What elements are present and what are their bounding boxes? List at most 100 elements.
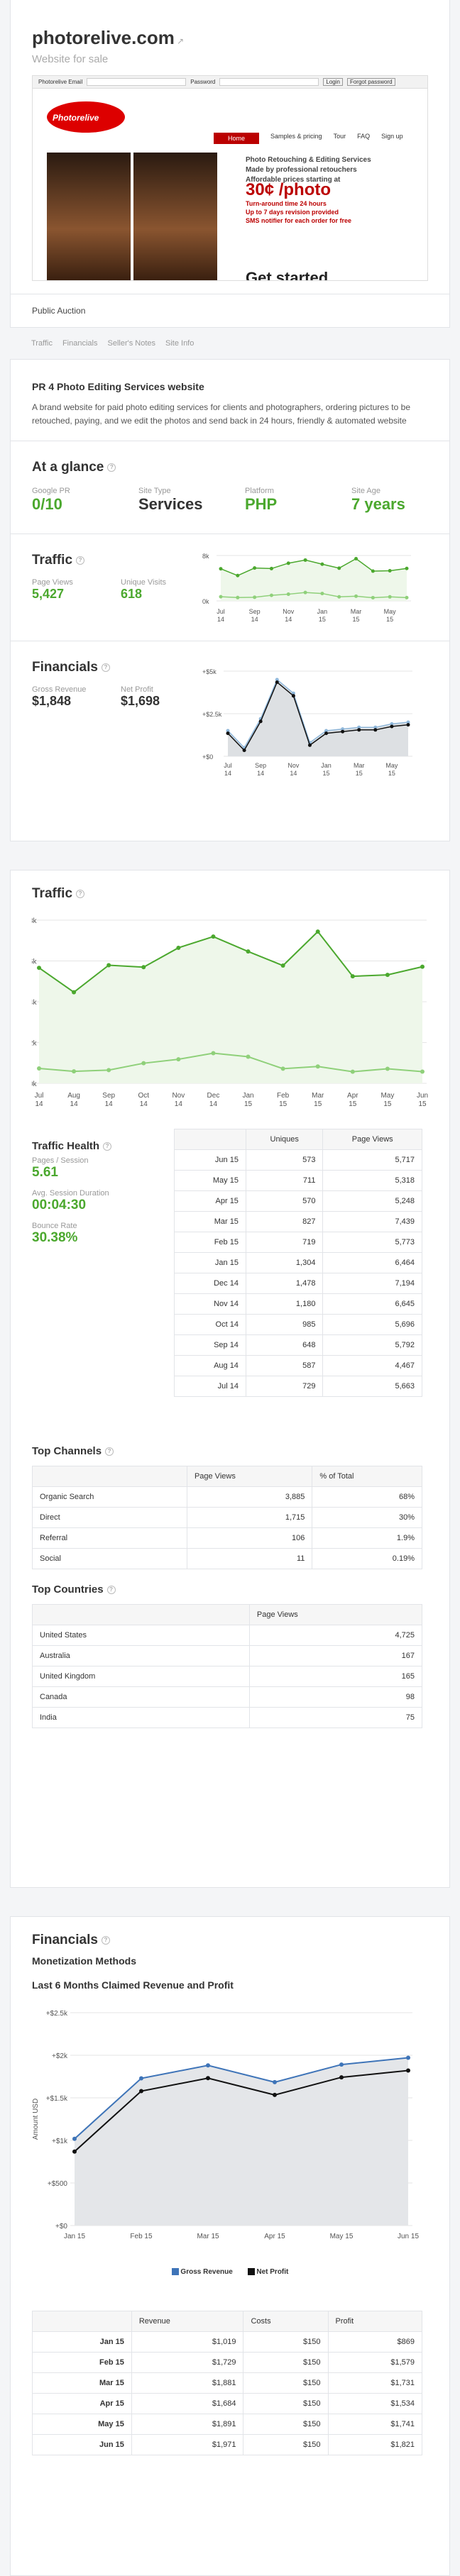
y-tick-label: +$5k [202,668,217,675]
table-header-row: Uniques Page Views [174,1129,422,1150]
table-cell: Mar 15 [174,1211,246,1232]
table-cell: $869 [327,2331,423,2353]
data-point [315,1064,320,1069]
tab-sellers-notes[interactable]: Seller's Notes [107,339,155,348]
table-cell: 5,792 [322,1334,422,1356]
table-row: Jan 15 1,304 6,464 [174,1252,422,1273]
data-point [388,595,392,599]
y-tick-label: +$500 [48,2180,68,2188]
data-point [242,748,246,753]
table-header-row: Revenue Costs Profit [32,2311,423,2332]
help-icon[interactable]: ? [101,1935,110,1945]
x-tick-label: 15 [319,616,326,623]
table-cell: $1,821 [327,2434,423,2455]
y-axis-label: Amount USD [32,2099,40,2140]
data-point [341,727,345,731]
series-line-page-views [38,930,423,993]
table-cell: Jan 15 [174,1252,246,1273]
data-point [303,558,307,562]
column-header: Page Views [248,1604,423,1625]
x-tick-label: 15 [244,1100,253,1108]
data-point [211,934,216,939]
table-cell: Direct [32,1507,187,1528]
tab-financials[interactable]: Financials [62,339,98,348]
table-cell: $1,579 [327,2352,423,2373]
table-row: Social 11 0.19% [32,1548,422,1569]
data-point [280,963,285,968]
public-auction-label: Public Auction [11,294,449,327]
help-icon[interactable]: ? [76,889,85,898]
help-icon[interactable]: ? [106,1586,116,1595]
table-cell: 7,439 [322,1211,422,1232]
data-point [303,590,307,595]
listing-tabs: Traffic Financials Seller's Notes Site I… [0,328,460,359]
table-cell: 75 [248,1707,423,1728]
table-cell: $150 [243,2372,329,2394]
table-cell: Mar 15 [32,2372,132,2394]
data-point [72,2149,77,2154]
x-tick-label: 14 [224,770,231,777]
gross-revenue-stat: Gross Revenue $1,848 [32,685,87,708]
table-cell: $150 [243,2352,329,2373]
help-icon[interactable]: ? [107,463,116,472]
data-point [315,929,320,934]
table-cell: May 15 [174,1170,246,1191]
google-pr-stat: Google PR 0/10 [32,487,70,513]
data-point [406,723,410,727]
overview-card: PR 4 Photo Editing Services website A br… [10,359,450,841]
data-point [337,595,341,599]
help-icon[interactable]: ? [76,555,85,565]
y-tick-label: +$2.5k [202,711,222,718]
data-point [371,595,375,599]
table-row: Jan 15 $1,019 $150 $869 [32,2331,423,2353]
table-cell: $150 [243,2414,329,2435]
table-row: Nov 14 1,180 6,645 [174,1293,422,1315]
data-point [273,2079,277,2084]
x-tick-label: 15 [383,1100,392,1108]
data-point [291,691,295,695]
table-cell: 165 [248,1666,423,1687]
data-point [286,561,290,565]
x-tick-label: 15 [353,616,360,623]
table-cell: Jan 15 [32,2331,132,2353]
table-row: Sep 14 648 5,792 [174,1334,422,1356]
table-cell: 106 [186,1527,313,1549]
series-line-uniques [38,1052,423,1073]
series-line-page-views [220,558,407,577]
x-tick-label: May [380,1092,394,1100]
help-icon[interactable]: ? [103,1142,112,1151]
table-cell: Referral [32,1527,187,1549]
tab-traffic[interactable]: Traffic [31,339,53,348]
traffic-health-panel: Traffic Health? Pages / Session 5.61 Avg… [32,1140,160,1246]
table-row: May 15 711 5,318 [174,1170,422,1191]
y-tick-label: +$2k [52,2052,68,2060]
table-cell: 11 [186,1548,313,1569]
table-row: Feb 15 719 5,773 [174,1232,422,1253]
revenue-profit-chart: +$2.5k +$2k +$1.5k +$1k +$500 +$0 Jan 15 Feb 15… [32,2010,419,2240]
data-point [280,1066,285,1071]
data-point [226,731,230,736]
x-tick-label: Jul [217,608,225,615]
y-tick-label: 8k [32,917,38,925]
tab-site-info[interactable]: Site Info [165,339,195,348]
x-tick-label: Oct [138,1092,149,1100]
table-row: May 15 $1,891 $150 $1,741 [32,2414,423,2435]
x-tick-label: Jan [321,762,332,769]
data-point [206,2063,210,2068]
table-cell: $1,684 [131,2393,244,2414]
table-cell: Feb 15 [174,1232,246,1253]
traffic-summary-title: Traffic? [32,553,428,568]
platform-stat: Platform PHP [245,487,278,513]
external-link-icon[interactable]: ↗ [177,36,185,46]
help-icon[interactable]: ? [101,663,110,672]
data-point [350,974,355,979]
help-icon[interactable]: ? [105,1447,114,1456]
series-area [75,2057,408,2226]
preview-photo-before [47,153,131,280]
site-title[interactable]: photorelive.com ↗ [32,27,185,48]
x-tick-label: 14 [140,1100,148,1108]
column-header [32,1466,187,1487]
x-tick-label: 15 [349,1100,357,1108]
table-cell: 68% [312,1486,422,1508]
x-tick-label: 15 [388,770,395,777]
